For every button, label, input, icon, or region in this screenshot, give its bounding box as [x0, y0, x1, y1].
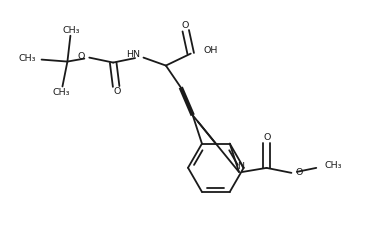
Text: O: O — [78, 52, 85, 61]
Text: HN: HN — [126, 50, 140, 58]
Text: CH₃: CH₃ — [19, 54, 36, 63]
Text: OH: OH — [204, 46, 218, 55]
Text: CH₃: CH₃ — [63, 26, 80, 35]
Text: CH₃: CH₃ — [53, 88, 70, 97]
Text: O: O — [181, 21, 188, 30]
Text: O: O — [113, 88, 121, 96]
Text: O: O — [264, 133, 271, 142]
Text: O: O — [296, 168, 303, 177]
Text: CH₃: CH₃ — [324, 162, 342, 170]
Text: N: N — [237, 162, 244, 171]
